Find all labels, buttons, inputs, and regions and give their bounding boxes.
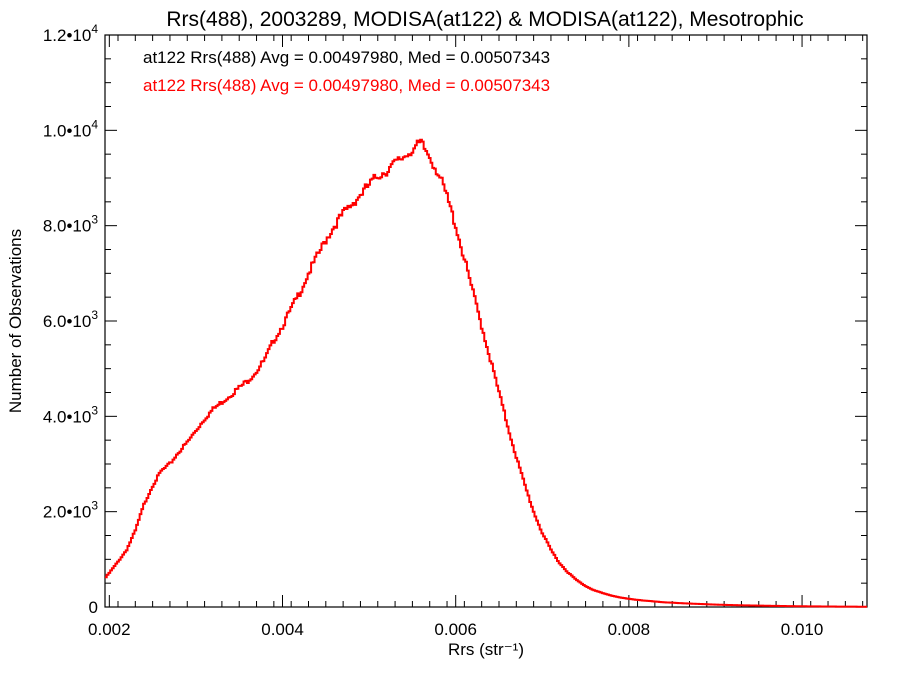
y-tick-label: 6.0•103 bbox=[43, 308, 99, 331]
x-tick-label: 0.008 bbox=[608, 620, 651, 639]
y-tick-label: 1.2•104 bbox=[43, 22, 99, 45]
legend: at122 Rrs(488) Avg = 0.00497980, Med = 0… bbox=[143, 48, 550, 95]
chart-title: Rrs(488), 2003289, MODISA(at122) & MODIS… bbox=[166, 8, 803, 31]
x-tick-label: 0.010 bbox=[781, 620, 824, 639]
x-tick-label: 0.006 bbox=[434, 620, 477, 639]
y-tick-label: 0 bbox=[89, 598, 98, 617]
y-tick-label: 4.0•103 bbox=[43, 403, 99, 426]
series-line-0 bbox=[105, 138, 867, 608]
y-tick-label: 2.0•103 bbox=[43, 499, 99, 522]
x-axis-title: Rrs (str⁻¹) bbox=[448, 640, 524, 659]
plot-frame bbox=[104, 34, 868, 608]
y-tick-label: 1.0•104 bbox=[43, 117, 99, 140]
x-tick-label: 0.002 bbox=[88, 620, 131, 639]
series-layer bbox=[105, 138, 867, 608]
y-axis: 0 2.0•103 4.0•103 6.0•103 8.0•103 1.0•104 1.2•… bbox=[43, 22, 867, 617]
x-tick-label: 0.004 bbox=[261, 620, 304, 639]
legend-entry: at122 Rrs(488) Avg = 0.00497980, Med = 0… bbox=[143, 76, 550, 95]
y-tick-label: 8.0•103 bbox=[43, 213, 99, 236]
legend-entry: at122 Rrs(488) Avg = 0.00497980, Med = 0… bbox=[143, 48, 550, 67]
y-axis-title: Number of Observations bbox=[6, 229, 25, 413]
x-axis: 0.002 0.004 0.006 0.008 0.010 bbox=[88, 35, 864, 639]
